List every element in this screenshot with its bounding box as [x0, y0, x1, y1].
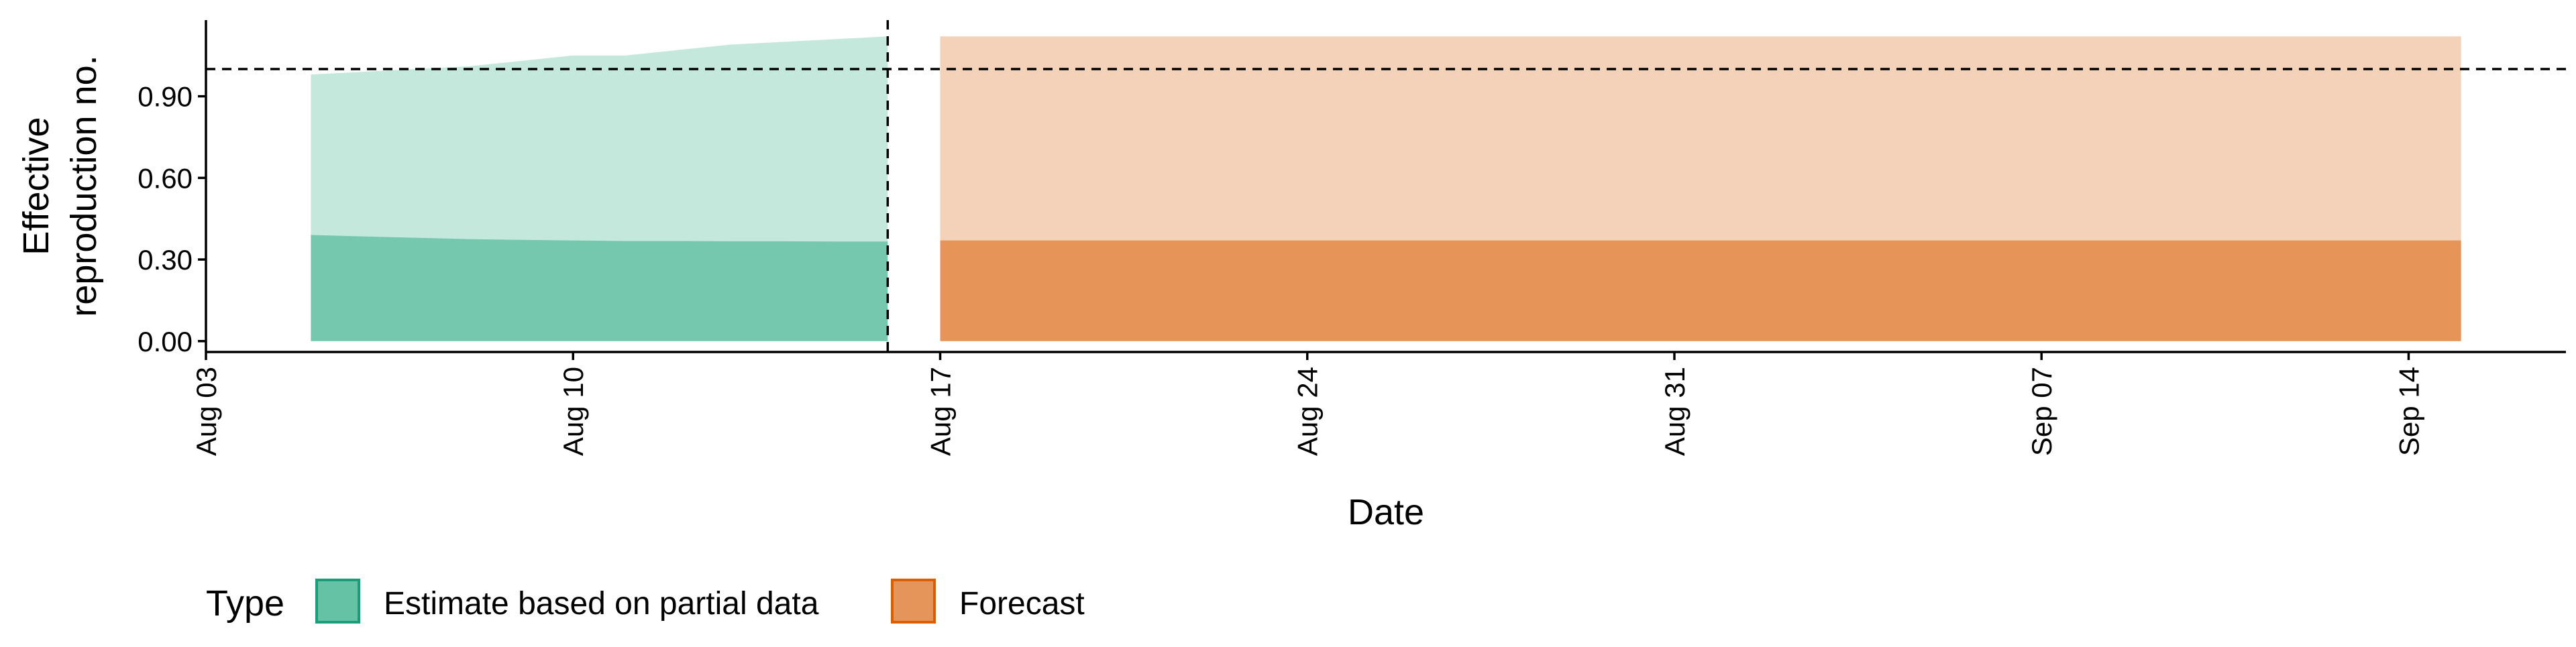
x-axis-title: Date	[1348, 492, 1424, 532]
legend-title: Type	[206, 583, 284, 624]
legend: Type Estimate based on partial data Foreca…	[206, 579, 1085, 624]
legend-key-1	[891, 579, 936, 624]
axes: 0.00 0.30 0.60 0.90 Aug 03 Aug 10 Aug 17 Aug 24…	[16, 20, 2566, 532]
legend-key-0	[315, 579, 360, 624]
y-tick-label: 0.00	[138, 326, 193, 357]
y-axis-title-line-2: reproduction no.	[64, 55, 104, 316]
legend-label-0: Estimate based on partial data	[384, 586, 819, 622]
ribbons	[311, 36, 2461, 341]
y-tick-label: 0.90	[138, 81, 193, 113]
reference-lines	[206, 20, 2566, 352]
x-tick-label: Sep 14	[2393, 367, 2424, 456]
ribbon-forecast-inner	[940, 240, 2461, 341]
y-axis-title-line-1: Effective	[16, 117, 56, 255]
ribbon-estimate-inner	[311, 235, 888, 341]
y-tick-label: 0.60	[138, 162, 193, 194]
y-tick-label: 0.30	[138, 244, 193, 276]
x-tick-label: Aug 24	[1292, 367, 1324, 456]
legend-label-1: Forecast	[959, 586, 1085, 622]
x-tick-label: Sep 07	[2026, 367, 2057, 456]
x-tick-label: Aug 03	[191, 367, 222, 456]
x-tick-label: Aug 10	[557, 367, 589, 456]
x-tick-label: Aug 17	[924, 367, 956, 456]
x-tick-label: Aug 31	[1659, 367, 1690, 456]
